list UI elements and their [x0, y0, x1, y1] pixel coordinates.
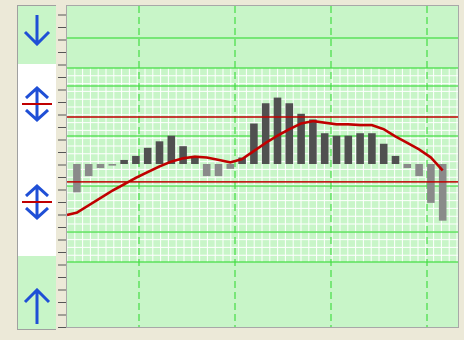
bar — [285, 103, 294, 164]
bar — [309, 119, 317, 164]
bar — [250, 123, 258, 164]
bar — [438, 164, 447, 221]
arrow-up-icon — [23, 287, 51, 324]
bar — [214, 164, 223, 177]
bar — [427, 164, 435, 203]
bar — [155, 141, 164, 164]
bar — [238, 157, 246, 164]
double-arrow-vertical-icon — [22, 85, 52, 123]
bottom-handle[interactable] — [18, 284, 56, 324]
bar — [108, 164, 117, 166]
bar — [297, 113, 305, 164]
bar — [379, 143, 388, 164]
bar — [320, 133, 329, 164]
bar — [202, 164, 211, 177]
bar — [84, 164, 93, 177]
level-slider-panel[interactable] — [17, 5, 57, 330]
upper-limit-handle[interactable] — [18, 84, 56, 124]
bar — [261, 103, 270, 164]
bar — [132, 155, 140, 164]
bar — [368, 133, 376, 164]
bar — [332, 135, 341, 164]
chart-svg — [67, 6, 458, 327]
lower-limit-handle[interactable] — [18, 182, 56, 222]
top-handle[interactable] — [18, 12, 56, 52]
bar — [191, 157, 199, 164]
bar — [96, 164, 105, 169]
bar — [391, 155, 400, 164]
bar — [415, 164, 423, 177]
arrow-down-icon — [23, 15, 51, 47]
double-arrow-vertical-icon — [22, 183, 52, 221]
left-ruler — [56, 5, 66, 330]
bar — [344, 135, 353, 164]
smoothed-curve — [67, 119, 444, 217]
bar — [273, 97, 282, 164]
bar — [226, 164, 235, 169]
bar — [403, 164, 412, 169]
chart-plot-area — [66, 5, 459, 328]
bar — [167, 135, 176, 164]
bar — [120, 159, 128, 164]
ruler-ticks — [58, 14, 66, 328]
bar — [143, 147, 152, 164]
bar — [356, 133, 364, 164]
bar — [179, 146, 187, 164]
bar — [73, 164, 81, 193]
